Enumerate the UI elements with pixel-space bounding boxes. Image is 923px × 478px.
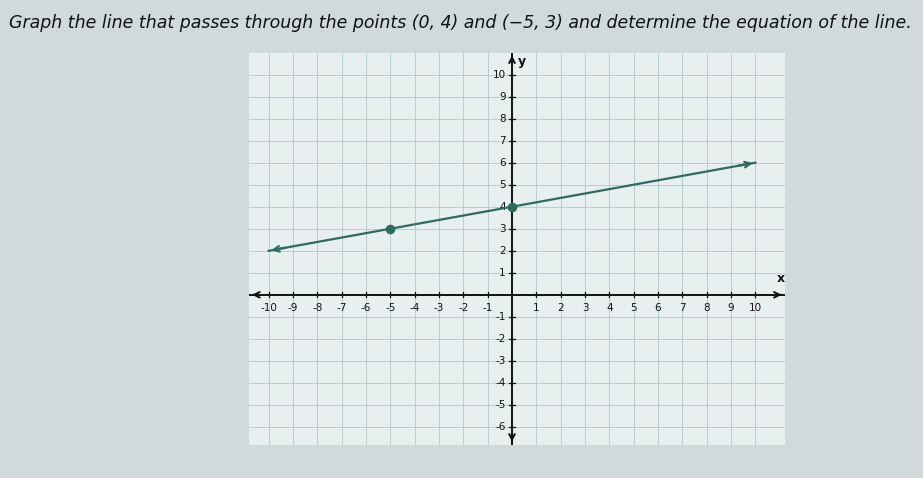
Text: 9: 9	[727, 303, 735, 313]
Text: x: x	[777, 272, 785, 285]
Text: -6: -6	[496, 422, 506, 432]
Text: 1: 1	[533, 303, 540, 313]
Point	[505, 203, 520, 210]
Text: 7: 7	[679, 303, 686, 313]
Text: 2: 2	[499, 246, 506, 256]
Text: -5: -5	[385, 303, 396, 313]
Text: y: y	[518, 55, 526, 68]
Text: -2: -2	[496, 334, 506, 344]
Text: -7: -7	[337, 303, 347, 313]
Text: -3: -3	[434, 303, 444, 313]
Text: -1: -1	[496, 312, 506, 322]
Text: -5: -5	[496, 400, 506, 410]
Text: -4: -4	[496, 378, 506, 388]
Text: 3: 3	[581, 303, 588, 313]
Text: 9: 9	[499, 92, 506, 102]
Text: -8: -8	[312, 303, 322, 313]
Text: Graph the line that passes through the points (0, 4) and (−5, 3) and determine t: Graph the line that passes through the p…	[9, 14, 912, 33]
Point	[383, 225, 398, 233]
Text: 10: 10	[749, 303, 761, 313]
Text: 1: 1	[499, 268, 506, 278]
Text: -6: -6	[361, 303, 371, 313]
Text: 2: 2	[557, 303, 564, 313]
Text: 8: 8	[499, 114, 506, 124]
Text: 4: 4	[499, 202, 506, 212]
Text: 8: 8	[703, 303, 710, 313]
Text: -3: -3	[496, 356, 506, 366]
Text: -9: -9	[288, 303, 298, 313]
Text: 10: 10	[493, 70, 506, 80]
Text: -4: -4	[410, 303, 420, 313]
Text: -10: -10	[260, 303, 277, 313]
Text: -1: -1	[483, 303, 493, 313]
Text: 4: 4	[606, 303, 613, 313]
Text: -2: -2	[458, 303, 469, 313]
Text: 6: 6	[499, 158, 506, 168]
Text: 7: 7	[499, 136, 506, 146]
Text: 5: 5	[499, 180, 506, 190]
Text: 5: 5	[630, 303, 637, 313]
Text: 6: 6	[654, 303, 661, 313]
Text: 3: 3	[499, 224, 506, 234]
